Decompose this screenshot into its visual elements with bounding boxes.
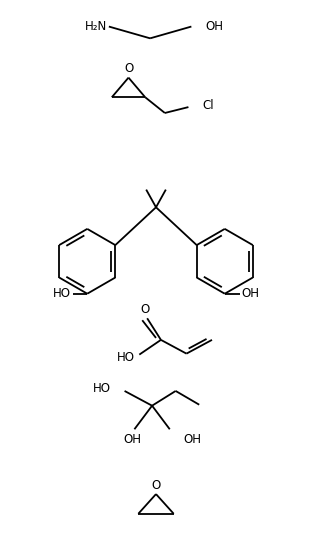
Text: Cl: Cl (202, 98, 214, 112)
Text: O: O (141, 303, 150, 316)
Text: OH: OH (205, 20, 223, 33)
Text: HO: HO (93, 381, 111, 395)
Text: O: O (151, 479, 161, 492)
Text: OH: OH (241, 287, 259, 300)
Text: OH: OH (183, 433, 202, 445)
Text: OH: OH (123, 433, 141, 445)
Text: H₂N: H₂N (85, 20, 107, 33)
Text: O: O (124, 62, 133, 75)
Text: HO: HO (53, 287, 70, 300)
Text: HO: HO (116, 351, 135, 364)
